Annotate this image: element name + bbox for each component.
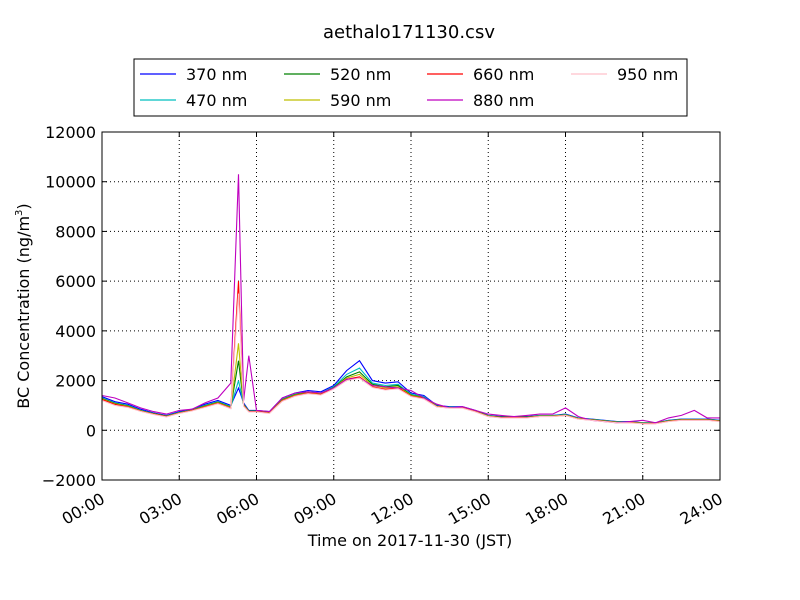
x-tick-label: 18:00	[522, 489, 571, 529]
legend: 370 nm 470 nm 520 nm 590 nm 660 nm 880 nm 950 …	[133, 58, 688, 117]
y-tick-label: 0	[86, 421, 96, 440]
y-axis-label-main: BC Concentration (ng/m	[14, 216, 33, 409]
series-line-590-nm	[101, 343, 721, 424]
x-axis-label: Time on 2017-11-30 (JST)	[307, 531, 512, 550]
x-tick-label: 00:00	[59, 489, 108, 529]
series-line-520-nm	[101, 360, 721, 424]
y-tick-labels: −2000 0 2000 4000 6000 8000 10000 12000	[42, 123, 96, 490]
y-tick-label: 8000	[55, 222, 96, 241]
x-tick-label: 24:00	[677, 489, 726, 529]
y-tick-label: 6000	[55, 272, 96, 291]
legend-label: 520 nm	[330, 65, 391, 84]
y-axis-label-sup: 3	[14, 210, 25, 216]
legend-label: 590 nm	[330, 91, 391, 110]
y-tick-label: 12000	[45, 123, 96, 142]
y-tick-label: 2000	[55, 372, 96, 391]
axes	[101, 131, 721, 481]
y-tick-label: −2000	[42, 471, 96, 490]
x-tick-label: 03:00	[136, 489, 185, 529]
legend-label: 880 nm	[473, 91, 534, 110]
series-line-880-nm	[101, 174, 720, 424]
legend-label: 470 nm	[186, 91, 247, 110]
x-tick-label: 09:00	[290, 489, 339, 529]
x-tick-labels: 00:00 03:00 06:00 09:00 12:00 15:00 18:00 21:00…	[59, 489, 726, 529]
grid	[101, 131, 721, 481]
legend-label: 370 nm	[186, 65, 247, 84]
series-line-370-nm	[101, 359, 721, 424]
chart-title: aethalo171130.csv	[323, 22, 495, 43]
x-tick-label: 12:00	[368, 489, 417, 529]
y-tick-label: 4000	[55, 322, 96, 341]
x-tick-label: 21:00	[599, 489, 648, 529]
legend-label: 660 nm	[473, 65, 534, 84]
legend-box	[133, 58, 688, 117]
x-tick-label: 06:00	[213, 489, 262, 529]
y-tick-label: 10000	[45, 173, 96, 192]
series-layer	[101, 174, 721, 425]
y-axis-label: BC Concentration (ng/m3)	[14, 203, 33, 408]
legend-label: 950 nm	[617, 65, 678, 84]
x-tick-label: 15:00	[445, 489, 494, 529]
series-line-950-nm	[101, 293, 721, 425]
y-axis-label-end: )	[14, 203, 33, 209]
